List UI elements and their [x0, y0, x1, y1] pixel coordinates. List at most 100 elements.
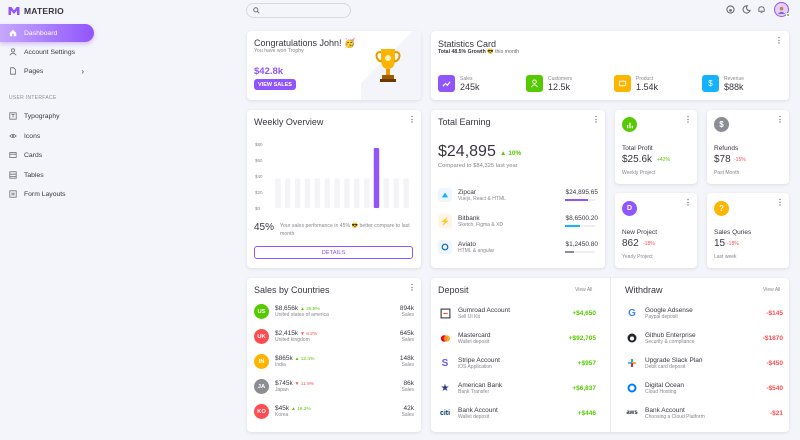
search-input[interactable] [246, 3, 351, 18]
country-name: India [275, 362, 286, 368]
withdraw-name: Upgrade Slack Plan [645, 356, 703, 364]
progress-bar [565, 225, 581, 227]
moon-icon[interactable] [742, 5, 751, 16]
zipcar-icon [438, 188, 452, 202]
total-earning-card: Total Earning ⋮ $24,895 ▲ 10% Compared t… [431, 110, 605, 268]
more-options-icon[interactable]: ⋮ [775, 36, 783, 45]
chart-bar [363, 178, 370, 208]
deposit-row: citi Bank Account Wallet deposit +$446 [438, 406, 596, 420]
more-options-icon[interactable]: ⋮ [776, 198, 784, 207]
stat-title: Refunds [714, 145, 739, 152]
slack-icon [625, 356, 639, 370]
chart-bar [403, 178, 409, 208]
withdraw-desc: Debit card deposit [645, 363, 686, 370]
sidebar-item-label: Account Settings [24, 48, 76, 56]
deposit-amount: +$6,837 [572, 384, 596, 392]
deposit-desc: Bank Transfer [458, 388, 490, 395]
stat-sales: Sales 245k [438, 75, 480, 92]
stat-label: Product [636, 75, 654, 82]
earning-item-amount: $1,2450.80 [565, 241, 598, 248]
sidebar-item-dashboard[interactable]: Dashboard [0, 24, 94, 42]
deposit-view-all-link[interactable]: View All [575, 287, 593, 293]
sidebar-item-label: Typography [24, 112, 60, 120]
sidebar-item-account-settings[interactable]: Account Settings [0, 43, 94, 61]
more-options-icon[interactable]: ⋮ [776, 115, 784, 124]
progress-bar [565, 251, 575, 253]
y-axis-label: $0 [255, 206, 261, 211]
aviato-icon [438, 240, 452, 254]
github-icon[interactable] [726, 5, 735, 16]
more-options-icon[interactable]: ⋮ [684, 198, 692, 207]
growth-text: Total 48.5% Growth [438, 49, 486, 55]
country-name: United states of america [275, 312, 329, 318]
google-icon: G [628, 307, 636, 319]
deposit-name: Stripe Account [458, 356, 500, 364]
avatar[interactable] [774, 2, 789, 17]
y-axis-label: $40 [255, 174, 263, 179]
earning-item-aviato: Aviato HTML & angular $1,2450.80 [438, 240, 598, 254]
chart-bar [344, 178, 350, 208]
app-logo[interactable]: MATERIO [8, 6, 64, 16]
sidebar-item-label: Cards [24, 151, 43, 159]
weekly-percent: 45% [254, 222, 275, 233]
deposit-name: American Bank [458, 381, 503, 389]
cellphone-icon [614, 75, 631, 92]
sidebar-item-tables[interactable]: Tables [0, 166, 94, 184]
more-options-icon[interactable]: ⋮ [592, 115, 600, 124]
congrats-title: Congratulations John! 🥳 [254, 38, 356, 48]
congrats-amount: $42.8k [254, 66, 284, 77]
withdraw-name: Google Adsense [645, 306, 693, 314]
progress-track [565, 251, 596, 253]
withdraw-row: Upgrade Slack Plan Debit card deposit -$45… [625, 356, 783, 370]
online-status-dot [786, 13, 790, 17]
chevron-right-icon: › [81, 66, 84, 76]
details-button[interactable]: DETAILS [254, 246, 413, 259]
earning-item-name: Zipcar [458, 188, 477, 196]
deposit-amount: +$446 [577, 409, 596, 417]
deposit-name: Bank Account [458, 406, 498, 414]
more-options-icon[interactable]: ⋮ [408, 283, 416, 292]
withdraw-desc: Cloud Hosting [645, 388, 677, 395]
stat-value: 15 [714, 238, 726, 249]
stat-value: $78 [714, 154, 731, 165]
aws-icon: aws [626, 410, 638, 416]
earning-item-bitbank: ⚡ Bitbank Sketch, Figma & XD $8,6500.20 [438, 214, 598, 228]
more-options-icon[interactable]: ⋮ [684, 115, 692, 124]
withdraw-view-all-link[interactable]: View All [763, 287, 781, 293]
y-axis-label: $80 [255, 142, 263, 147]
country-row: UK $2,415k ▼ 6.2% United kingdom 645k Sales [254, 329, 414, 344]
earning-item-amount: $24,895.65 [565, 189, 598, 196]
sidebar-item-label: Pages [24, 67, 44, 75]
new-project-card: D ⋮ New Project 862 -18% Yearly Project [615, 193, 697, 268]
country-avatar: KO [254, 404, 269, 419]
stat-title: Sales Quries [714, 229, 752, 236]
american-bank-icon: ★ [440, 382, 450, 394]
search-icon [253, 7, 260, 14]
arrow-up-icon: ▲ [300, 307, 307, 312]
deposit-amount: +$92,705 [568, 334, 596, 342]
sidebar-item-cards[interactable]: Cards [0, 146, 94, 164]
congratulations-card: Congratulations John! 🥳 You have won Tro… [247, 31, 421, 100]
account-icon [9, 48, 17, 56]
bell-icon[interactable] [757, 5, 766, 16]
more-options-icon[interactable]: ⋮ [408, 115, 416, 124]
help-icon: ? [714, 201, 729, 216]
stripe-icon: S [441, 357, 449, 369]
stat-label: Sales [460, 75, 473, 82]
sidebar: MATERIO Dashboard Account Settings Pages… [0, 0, 100, 440]
stat-product: Product 1.54k [614, 75, 658, 92]
sidebar-item-form-layouts[interactable]: Form Layouts [0, 185, 94, 203]
sales-by-countries-card: Sales by Countries ⋮ US $8,656k ▲ 25.8% Un… [247, 278, 421, 432]
deposit-desc: Wallet deposit [458, 338, 490, 345]
withdraw-name: Bank Account [645, 406, 685, 414]
sidebar-item-icons[interactable]: Icons [0, 127, 94, 145]
currency-icon: $ [714, 117, 729, 132]
chart-bar [393, 178, 399, 208]
stat-value: 12.5k [548, 81, 571, 92]
withdraw-row: Github Enterprise Security & compliance -$… [625, 331, 783, 345]
sidebar-item-typography[interactable]: Typography [0, 107, 94, 125]
withdraw-desc: Paypal deposit [645, 313, 678, 320]
view-sales-button[interactable]: VIEW SALES [254, 79, 296, 90]
sidebar-item-pages[interactable]: Pages › [0, 62, 94, 80]
stat-label: Customers [548, 75, 573, 82]
